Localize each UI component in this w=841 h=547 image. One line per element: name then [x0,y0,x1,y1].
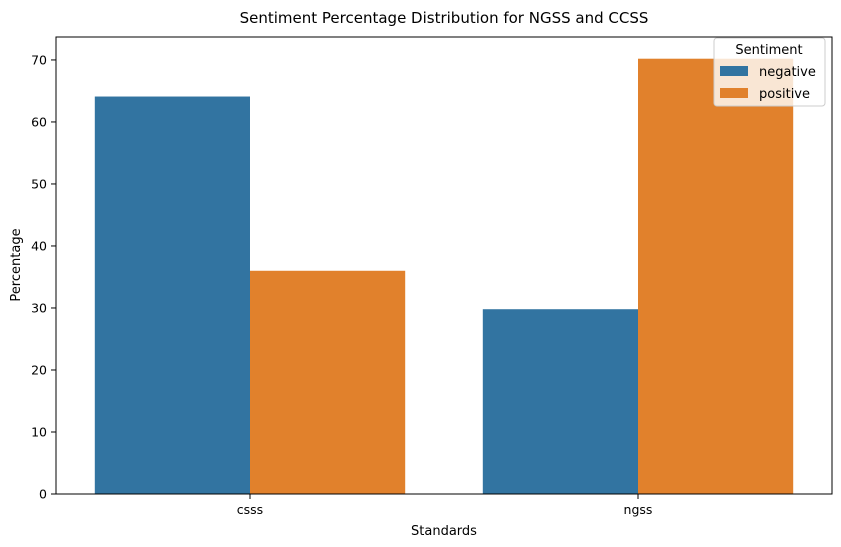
y-tick-label: 60 [31,114,47,129]
bar-negative-csss [94,96,250,494]
y-tick-label: 30 [31,300,47,315]
y-tick-label: 20 [31,362,47,377]
legend-title: Sentiment [735,43,802,58]
y-tick-label: 10 [31,424,47,439]
bars-group [94,58,794,494]
legend: Sentiment negative positive [713,37,826,107]
y-tick-label: 70 [31,52,47,67]
chart-title: Sentiment Percentage Distribution for NG… [240,9,649,27]
y-axis: 0 10 20 30 40 50 60 70 [31,52,56,502]
plot-frame [55,36,833,495]
x-tick-label: csss [237,502,263,517]
legend-swatch-negative [720,66,748,76]
y-tick-label: 40 [31,238,47,253]
x-axis: csss ngss [237,494,653,517]
y-axis-label: Percentage [9,228,24,301]
legend-label-negative: negative [759,65,816,80]
legend-swatch-positive [720,88,748,98]
y-tick-label: 50 [31,176,47,191]
y-tick-label: 0 [39,487,47,502]
legend-items: negative positive [720,65,816,102]
bar-positive-csss [250,270,406,494]
x-axis-label: Standards [411,524,477,539]
plot-area [55,36,833,495]
bar-negative-ngss [482,309,638,494]
legend-label-positive: positive [759,87,810,102]
x-tick-label: ngss [624,502,653,517]
bar-positive-ngss [638,58,794,494]
